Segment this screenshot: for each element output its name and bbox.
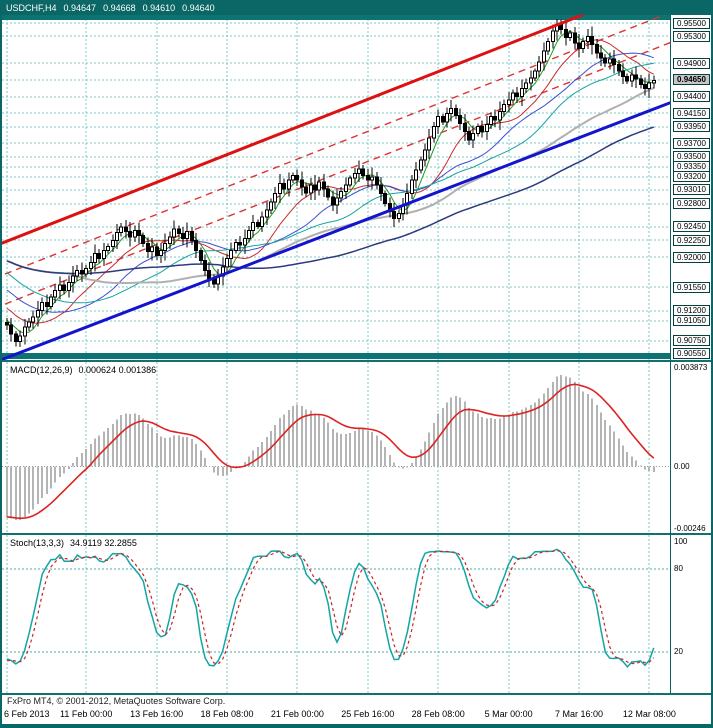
macd-axis-label: 0.00 <box>674 461 690 471</box>
current-price-label: 0.94650 <box>673 74 710 86</box>
quote-open: 0.94647 <box>63 3 97 13</box>
macd-histogram <box>6 374 655 521</box>
trendline-inner-dashed-lower <box>2 41 670 307</box>
quote-low: 0.94610 <box>142 3 176 13</box>
price-level-label: 0.95500 <box>673 17 710 29</box>
time-label: 25 Feb 16:00 <box>341 709 395 719</box>
ma-line-5 <box>6 30 654 334</box>
price-level-label: 0.92250 <box>673 234 710 246</box>
chart-content: 0.95500 0.95300 0.94900 0.94650 0.94400 0.941… <box>2 15 711 724</box>
price-level-label: 0.94400 <box>673 91 710 103</box>
macd-axis-label: -0.00246 <box>674 524 706 534</box>
price-level-label: 0.92800 <box>673 198 710 210</box>
price-level-label: 0.94150 <box>673 107 710 119</box>
macd-indicator-label: MACD(12,26,9) 0.000624 0.001386 <box>10 365 156 375</box>
trendline-channel-support <box>2 101 670 360</box>
price-level-label: 0.93950 <box>673 121 710 133</box>
stoch-axis-label: 100 <box>674 536 688 546</box>
macd-axis-label: 0.003873 <box>674 362 708 372</box>
macd-signal-line <box>6 383 655 520</box>
time-label: 18 Feb 08:00 <box>200 709 254 719</box>
stoch-signal-line <box>6 550 655 665</box>
time-axis[interactable]: 6 Feb 2013 11 Feb 00:00 13 Feb 16:00 18 Feb… <box>2 708 711 722</box>
price-level-label: 0.94900 <box>673 57 710 69</box>
time-label: 12 Mar 08:00 <box>622 709 676 719</box>
scale-separator <box>670 15 671 693</box>
stoch-name: Stoch(13,3,3) <box>10 538 65 548</box>
price-level-label: 0.93700 <box>673 137 710 149</box>
macd-scale: 0.003873 0.00 -0.00246 <box>673 362 711 534</box>
ma-line-34 <box>6 62 654 304</box>
stochastic-panel[interactable] <box>2 535 711 693</box>
moving-averages <box>6 30 655 334</box>
time-label: 7 Mar 16:00 <box>554 709 604 719</box>
panel-separator-2 <box>2 533 711 535</box>
price-level-label: 0.90550 <box>673 348 710 360</box>
chart-titlebar[interactable]: USDCHF,H4 0.94647 0.94668 0.94610 0.94640 <box>2 2 711 15</box>
time-label: 21 Feb 00:00 <box>270 709 324 719</box>
candlestick-series <box>5 19 656 347</box>
ma-line-89 <box>6 126 655 275</box>
price-scale[interactable]: 0.95500 0.95300 0.94900 0.94650 0.94400 0.941… <box>672 15 711 360</box>
price-level-label: 0.95300 <box>673 30 710 42</box>
macd-panel[interactable] <box>2 362 711 533</box>
price-level-label: 0.92450 <box>673 221 710 233</box>
macd-name: MACD(12,26,9) <box>10 365 73 375</box>
price-level-label: 0.93010 <box>673 184 710 195</box>
stoch-axis-label: 20 <box>674 646 683 656</box>
channel-lines <box>2 15 670 360</box>
stoch-scale: 100 80 20 <box>673 535 711 693</box>
dashed-trendlines <box>2 15 670 307</box>
price-level-label: 0.92000 <box>673 251 710 263</box>
macd-values: 0.000624 0.001386 <box>78 365 157 375</box>
time-label: 28 Feb 08:00 <box>411 709 465 719</box>
stoch-values: 34.9119 32.2855 <box>70 538 137 548</box>
ma-line-55 <box>6 86 655 285</box>
price-level-label: 0.93200 <box>673 171 710 183</box>
symbol-timeframe: USDCHF,H4 <box>6 3 57 13</box>
panel-separator-1 <box>2 360 711 362</box>
time-label: 5 Mar 00:00 <box>484 709 533 719</box>
trendline-channel-resistance <box>2 15 587 245</box>
price-level-label: 0.90750 <box>673 335 710 347</box>
ma-line-13 <box>6 39 655 324</box>
price-level-label: 0.91550 <box>673 281 710 293</box>
price-level-label: 0.91050 <box>673 315 710 327</box>
stoch-axis-label: 80 <box>674 564 683 574</box>
stoch-grid <box>2 535 670 693</box>
time-label: 13 Feb 16:00 <box>130 709 184 719</box>
quote-close: 0.94640 <box>182 3 215 13</box>
price-chart-panel[interactable] <box>2 15 711 360</box>
trendline-inner-dashed-upper <box>2 15 666 276</box>
panel-separator-3 <box>2 693 711 695</box>
ma-line-24 <box>6 52 654 313</box>
quote-high: 0.94668 <box>103 3 136 13</box>
copyright-text: FxPro MT4, © 2001-2012, MetaQuotes Softw… <box>7 696 226 706</box>
time-label: 11 Feb 00:00 <box>60 709 113 719</box>
stoch-indicator-label: Stoch(13,3,3) 34.9119 32.2855 <box>10 538 137 548</box>
support-resistance-bands <box>2 15 670 359</box>
time-label: 6 Feb 2013 <box>4 709 50 719</box>
